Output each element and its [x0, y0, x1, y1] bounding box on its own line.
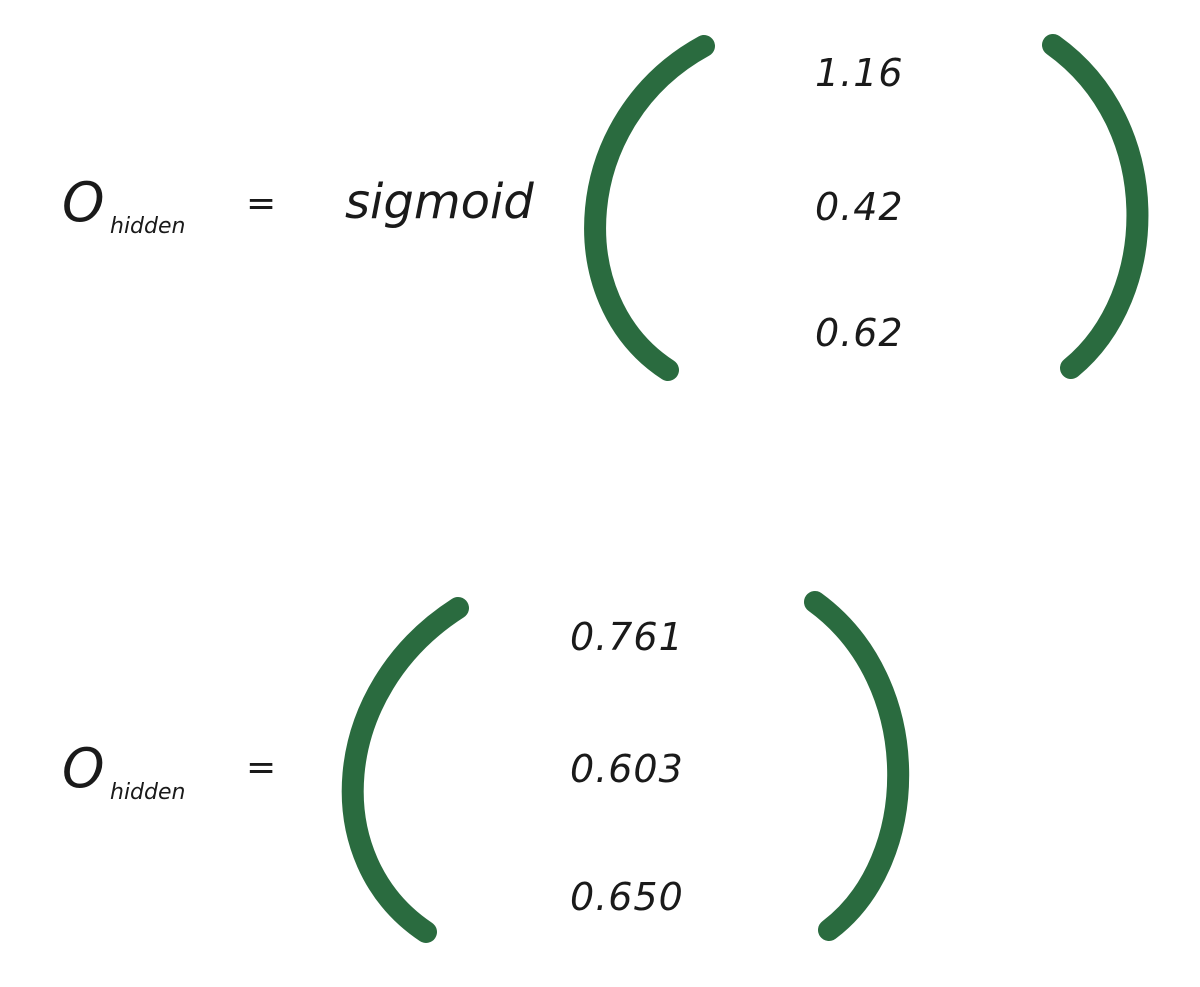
output-subscript: hidden	[110, 214, 186, 239]
right-bracket	[1042, 34, 1149, 379]
output-symbol: O	[62, 171, 105, 234]
output-symbol: O	[62, 737, 105, 800]
equals-sign: =	[246, 747, 277, 788]
matrix-value: 1.16	[815, 51, 904, 95]
right-bracket	[804, 591, 910, 941]
equals-sign: =	[246, 183, 277, 224]
matrix-value: 0.761	[570, 615, 684, 659]
output-subscript: hidden	[110, 780, 186, 805]
sigmoid-function: sigmoid	[345, 174, 534, 230]
left-bracket	[341, 597, 469, 943]
left-bracket	[584, 35, 715, 381]
matrix-value: 0.42	[815, 185, 904, 229]
matrix-value: 0.603	[570, 747, 684, 791]
matrix-brackets	[341, 591, 910, 943]
equation-2: O hidden = 0.761 0.603 0.650	[0, 560, 1200, 987]
equation-1: O hidden = sigmoid 1.16 0.42 0.62	[0, 0, 1200, 420]
matrix-brackets	[584, 34, 1149, 381]
matrix-value: 0.62	[815, 311, 904, 355]
matrix-value: 0.650	[570, 875, 684, 919]
